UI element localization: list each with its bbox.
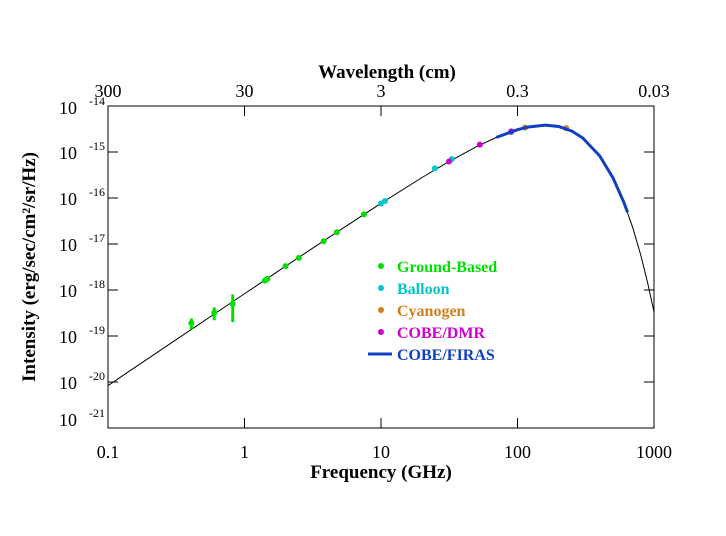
legend-swatch — [378, 307, 384, 313]
point — [229, 300, 236, 307]
y-tick-label: 10 -21 — [59, 406, 105, 430]
x-tick-label: 1 — [240, 442, 249, 462]
y-tick-exponent: -21 — [89, 406, 105, 420]
point — [446, 158, 453, 165]
y-tick-label: 10 -17 — [59, 231, 105, 255]
x-tick-label: 1000 — [636, 442, 672, 462]
x2-tick-label: 3 — [377, 81, 386, 101]
legend-label: COBE/DMR — [397, 325, 485, 342]
point — [188, 320, 195, 327]
point — [382, 198, 389, 205]
y-tick-exponent: -16 — [89, 185, 105, 199]
y-axis-label: Intensity (erg/sec/cm²/sr/Hz) — [19, 152, 40, 382]
legend-label: Ground-Based — [397, 259, 497, 276]
x2-tick-label: 0.03 — [638, 81, 670, 101]
point — [320, 238, 327, 245]
x-tick-label: 100 — [504, 442, 531, 462]
y-tick-base: 10 — [59, 410, 77, 430]
y-tick-base: 10 — [59, 98, 77, 118]
line — [107, 124, 655, 387]
y-tick-base: 10 — [59, 189, 77, 209]
legend-label: Balloon — [397, 281, 450, 298]
y-tick-label: 10 -15 — [59, 139, 105, 163]
y-tick-exponent: -19 — [89, 323, 105, 337]
y-tick-exponent: -14 — [89, 94, 105, 108]
x-axis-label: Frequency (GHz) — [310, 462, 452, 483]
y-tick-base: 10 — [59, 373, 77, 393]
x2-tick-label: 30 — [236, 81, 254, 101]
line — [495, 123, 629, 213]
point — [476, 141, 483, 148]
legend-label: Cyanogen — [397, 303, 466, 320]
y-tick-label: 10 -16 — [59, 185, 105, 209]
x-tick-label: 0.1 — [97, 442, 120, 462]
point — [264, 275, 271, 282]
point — [282, 263, 289, 270]
point — [211, 309, 218, 316]
x2-axis-label: Wavelength (cm) — [318, 62, 456, 83]
x2-tick-label: 300 — [95, 81, 122, 101]
y-tick-exponent: -20 — [89, 369, 105, 383]
legend-swatch — [378, 329, 384, 335]
point — [360, 211, 367, 218]
legend-swatch — [378, 263, 384, 269]
y-tick-base: 10 — [59, 281, 77, 301]
y-tick-label: 10 -20 — [59, 369, 105, 393]
legend-swatch — [378, 285, 384, 291]
y-tick-base: 10 — [59, 143, 77, 163]
x2-tick-label: 0.3 — [506, 81, 529, 101]
y-tick-label: 10 -18 — [59, 277, 105, 301]
point — [333, 229, 340, 236]
y-tick-exponent: -18 — [89, 277, 105, 291]
legend-label: COBE/FIRAS — [397, 347, 495, 364]
y-tick-exponent: -17 — [89, 231, 105, 245]
point — [295, 254, 302, 261]
point — [431, 165, 438, 172]
y-tick-label: 10 -19 — [59, 323, 105, 347]
x-tick-label: 10 — [372, 442, 390, 462]
y-tick-label: 10 -14 — [59, 94, 105, 118]
y-tick-exponent: -15 — [89, 139, 105, 153]
y-tick-base: 10 — [59, 327, 77, 347]
y-tick-base: 10 — [59, 235, 77, 255]
